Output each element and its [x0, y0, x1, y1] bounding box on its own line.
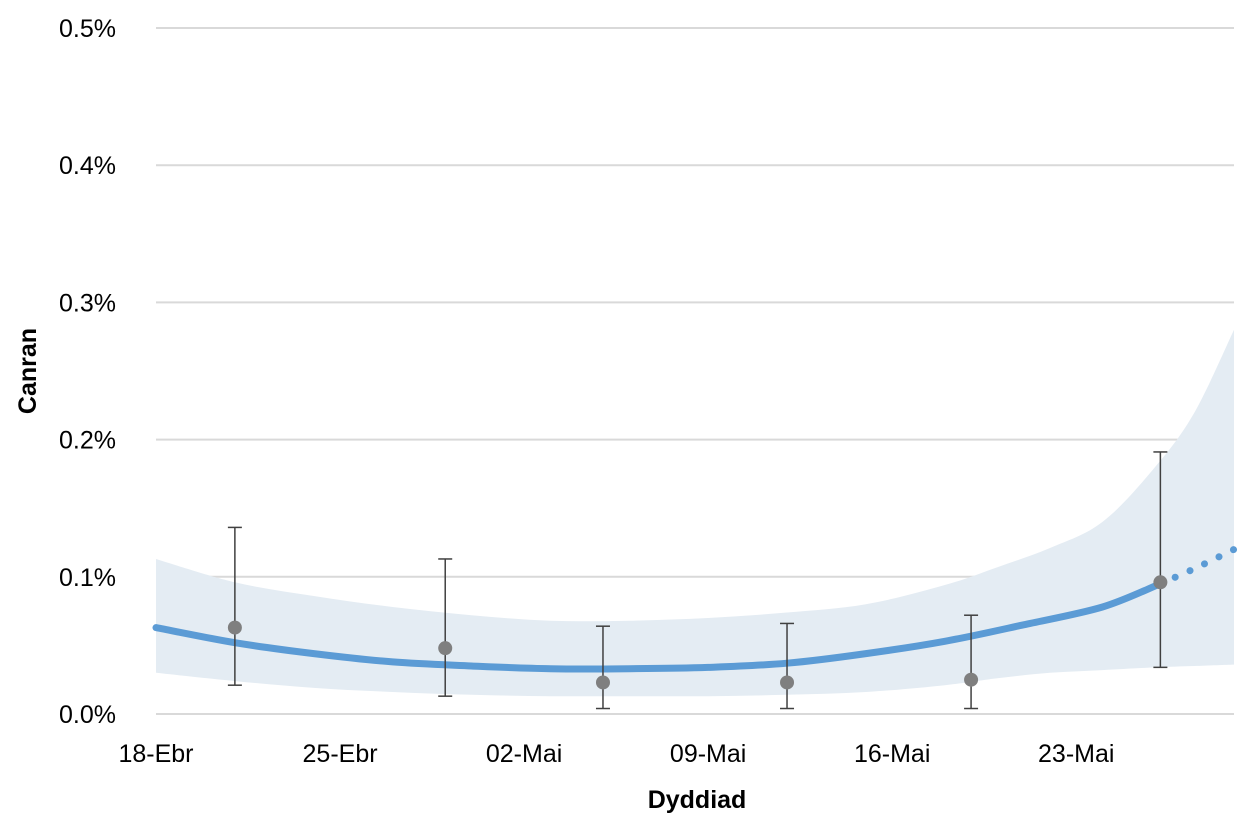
data-point [227, 620, 242, 635]
x-tick-label: 16-Mai [854, 740, 930, 768]
x-tick-label: 02-Mai [486, 740, 562, 768]
y-tick-label: 0.4% [59, 152, 116, 180]
y-axis-title: Canran [14, 328, 42, 414]
y-tick-label: 0.0% [59, 701, 116, 729]
data-point [1153, 575, 1168, 590]
y-tick-label: 0.2% [59, 427, 116, 455]
trend-line [152, 580, 1164, 673]
x-tick-label: 09-Mai [670, 740, 746, 768]
data-point [964, 672, 979, 687]
gridlines [156, 27, 1234, 578]
x-tick-label: 23-Mai [1038, 740, 1114, 768]
y-tick-label: 0.5% [59, 15, 116, 43]
y-tick-label: 0.1% [59, 564, 116, 592]
data-point [595, 675, 610, 690]
x-tick-label: 18-Ebr [118, 740, 193, 768]
y-axis-ticks: 0.0% 0.1% 0.2% 0.3% 0.4% 0.5% [59, 15, 116, 729]
x-axis-ticks: 18-Ebr 25-Ebr 02-Mai 09-Mai 16-Mai 23-Mai [118, 740, 1114, 768]
x-tick-label: 25-Ebr [303, 740, 378, 768]
error-bars [227, 451, 1168, 710]
confidence-band [156, 329, 1234, 697]
confidence-band-area [156, 329, 1234, 697]
data-point [780, 675, 795, 690]
trend-line-path [152, 580, 1164, 673]
x-axis-title: Dyddiad [648, 786, 747, 814]
y-tick-label: 0.3% [59, 289, 116, 317]
data-point [438, 641, 453, 656]
data-points [227, 575, 1168, 690]
